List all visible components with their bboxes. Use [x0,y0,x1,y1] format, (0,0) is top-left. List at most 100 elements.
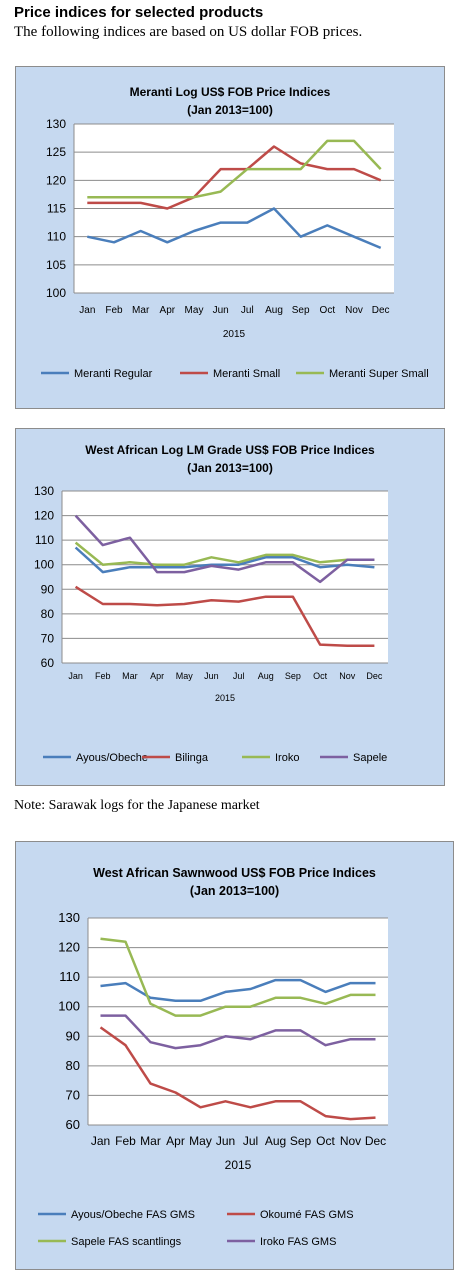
x-axis-label: 2015 [215,693,235,703]
x-tick-label: Aug [258,671,274,681]
y-tick-label: 80 [41,607,55,621]
series-line [74,546,375,574]
x-tick-label: Nov [340,1134,361,1148]
x-tick-label: May [185,305,204,316]
series-line [87,139,382,199]
chart-panel-west-african-log: West African Log LM Grade US$ FOB Price … [15,428,445,786]
chart-panel-sawnwood: West African Sawnwood US$ FOB Price Indi… [15,841,454,1270]
y-tick-label: 70 [66,1087,80,1102]
legend-label: Ayous/Obeche FAS GMS [71,1209,195,1221]
y-tick-label: 110 [35,533,54,547]
y-tick-label: 120 [58,940,80,955]
x-tick-label: Jun [213,305,229,316]
x-tick-label: Jun [216,1134,235,1148]
west-african-log-chart: West African Log LM Grade US$ FOB Price … [34,443,388,764]
y-tick-label: 80 [66,1058,80,1073]
x-tick-label: Jul [241,305,254,316]
series-line [87,145,382,210]
y-tick-label: 70 [41,631,55,645]
x-tick-label: Nov [339,671,356,681]
series-line [100,1014,376,1050]
y-tick-label: 120 [46,173,66,187]
chart-subtitle: (Jan 2013=100) [187,103,273,117]
legend-label: Iroko FAS GMS [260,1236,336,1248]
series-line [100,937,376,1017]
y-tick-label: 115 [47,202,66,216]
chart-subtitle: (Jan 2013=100) [187,461,273,475]
x-tick-label: Jul [233,671,245,681]
x-axis-label: 2015 [225,1158,252,1172]
legend-label: Ayous/Obeche [76,752,148,764]
plot-area [62,491,388,663]
series-line [74,514,375,584]
y-tick-label: 100 [34,558,54,572]
y-tick-label: 130 [58,910,80,925]
x-tick-label: May [189,1134,212,1148]
chart-title: Meranti Log US$ FOB Price Indices [130,85,331,99]
x-tick-label: Feb [95,671,111,681]
y-tick-label: 125 [46,145,66,159]
y-tick-label: 130 [34,484,54,498]
chart-subtitle: (Jan 2013=100) [190,884,279,898]
series-line [74,585,375,648]
x-tick-label: Jan [68,671,83,681]
y-tick-label: 105 [46,258,66,272]
legend-label: Okoumé FAS GMS [260,1209,354,1221]
x-tick-label: Apr [150,671,164,681]
legend-label: Meranti Small [213,368,280,380]
page-heading: Price indices for selected products [14,4,264,21]
x-tick-label: Aug [265,305,283,316]
x-tick-label: Feb [115,1134,136,1148]
x-tick-label: May [176,671,194,681]
x-tick-label: Feb [105,305,123,316]
x-tick-label: Oct [320,305,336,316]
x-tick-label: Oct [313,671,328,681]
series-line [87,207,382,250]
x-tick-label: Dec [372,305,390,316]
x-tick-label: Sep [292,305,310,316]
x-tick-label: Sep [285,671,301,681]
y-tick-label: 100 [46,286,66,300]
plot-area [88,918,388,1125]
x-tick-label: Oct [316,1134,335,1148]
x-tick-label: Mar [122,671,138,681]
legend-label: Meranti Regular [74,368,153,380]
x-tick-label: Dec [366,671,383,681]
x-tick-label: Nov [345,305,363,316]
legend-label: Iroko [275,752,299,764]
x-tick-label: Mar [140,1134,161,1148]
west-african-sawnwood-chart: West African Sawnwood US$ FOB Price Indi… [38,866,388,1248]
x-tick-label: Apr [160,305,176,316]
chart-title: West African Sawnwood US$ FOB Price Indi… [93,866,376,880]
intro-text: The following indices are based on US do… [14,24,363,40]
x-tick-label: Apr [166,1134,185,1148]
x-tick-label: Jan [79,305,95,316]
chart-title: West African Log LM Grade US$ FOB Price … [85,443,375,457]
x-tick-label: Jul [243,1134,258,1148]
series-line [99,1026,376,1121]
y-tick-label: 110 [59,969,80,984]
series-line [74,541,375,566]
x-tick-label: Sep [290,1134,312,1148]
y-tick-label: 130 [46,117,66,131]
legend-label: Sapele [353,752,387,764]
x-tick-label: Mar [132,305,150,316]
legend-label: Bilinga [175,752,209,764]
y-tick-label: 60 [41,656,55,670]
x-tick-label: Jan [91,1134,110,1148]
note-text: Note: Sarawak logs for the Japanese mark… [14,798,260,813]
y-tick-label: 90 [41,582,55,596]
x-tick-label: Aug [265,1134,286,1148]
legend-label: Meranti Super Small [329,368,429,380]
y-tick-label: 100 [58,999,80,1014]
legend-label: Sapele FAS scantlings [71,1236,182,1248]
x-tick-label: Jun [204,671,219,681]
x-axis-label: 2015 [223,329,246,340]
meranti-chart: Meranti Log US$ FOB Price Indices (Jan 20… [41,85,429,380]
y-tick-label: 110 [47,230,66,244]
y-tick-label: 120 [34,509,54,523]
y-tick-label: 60 [66,1117,80,1132]
y-tick-label: 90 [66,1028,80,1043]
x-tick-label: Dec [365,1134,386,1148]
chart-panel-meranti: Meranti Log US$ FOB Price Indices (Jan 20… [15,66,445,409]
